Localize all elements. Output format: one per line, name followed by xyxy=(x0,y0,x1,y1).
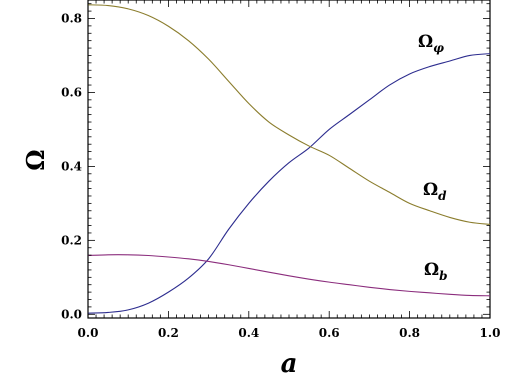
y-axis-title: Ω xyxy=(21,149,50,170)
series-label-sub: d xyxy=(438,189,447,203)
ticks-layer xyxy=(87,0,491,318)
y-tick-label: 0.6 xyxy=(61,85,82,99)
x-tick-label: 0.6 xyxy=(319,326,340,340)
x-tick-label: 0.8 xyxy=(399,326,420,340)
y-tick-label: 0.4 xyxy=(61,159,82,173)
series-label-d: Ωd xyxy=(423,180,447,203)
x-tick-label: 1.0 xyxy=(480,326,501,340)
y-tick-label: 0.2 xyxy=(61,233,82,247)
series-line-d xyxy=(87,4,491,225)
series-layer xyxy=(87,4,491,314)
x-tick-label: 0.0 xyxy=(78,326,99,340)
x-tick-label: 0.4 xyxy=(238,326,259,340)
series-label-main: Ω xyxy=(424,260,439,280)
series-label-b: Ωb xyxy=(424,260,448,283)
series-line-φ xyxy=(87,53,491,314)
x-tick-label: 0.2 xyxy=(158,326,179,340)
series-label-main: Ω xyxy=(418,32,433,52)
series-label-main: Ω xyxy=(423,180,438,200)
series-label-sub: b xyxy=(439,269,447,283)
y-tick-label: 0.8 xyxy=(61,11,82,25)
series-line-b xyxy=(87,254,491,297)
y-tick-label: 0.0 xyxy=(61,307,82,321)
series-label-sub: φ xyxy=(433,41,444,55)
x-axis-title: a xyxy=(281,349,298,379)
series-label-φ: Ωφ xyxy=(418,32,444,55)
